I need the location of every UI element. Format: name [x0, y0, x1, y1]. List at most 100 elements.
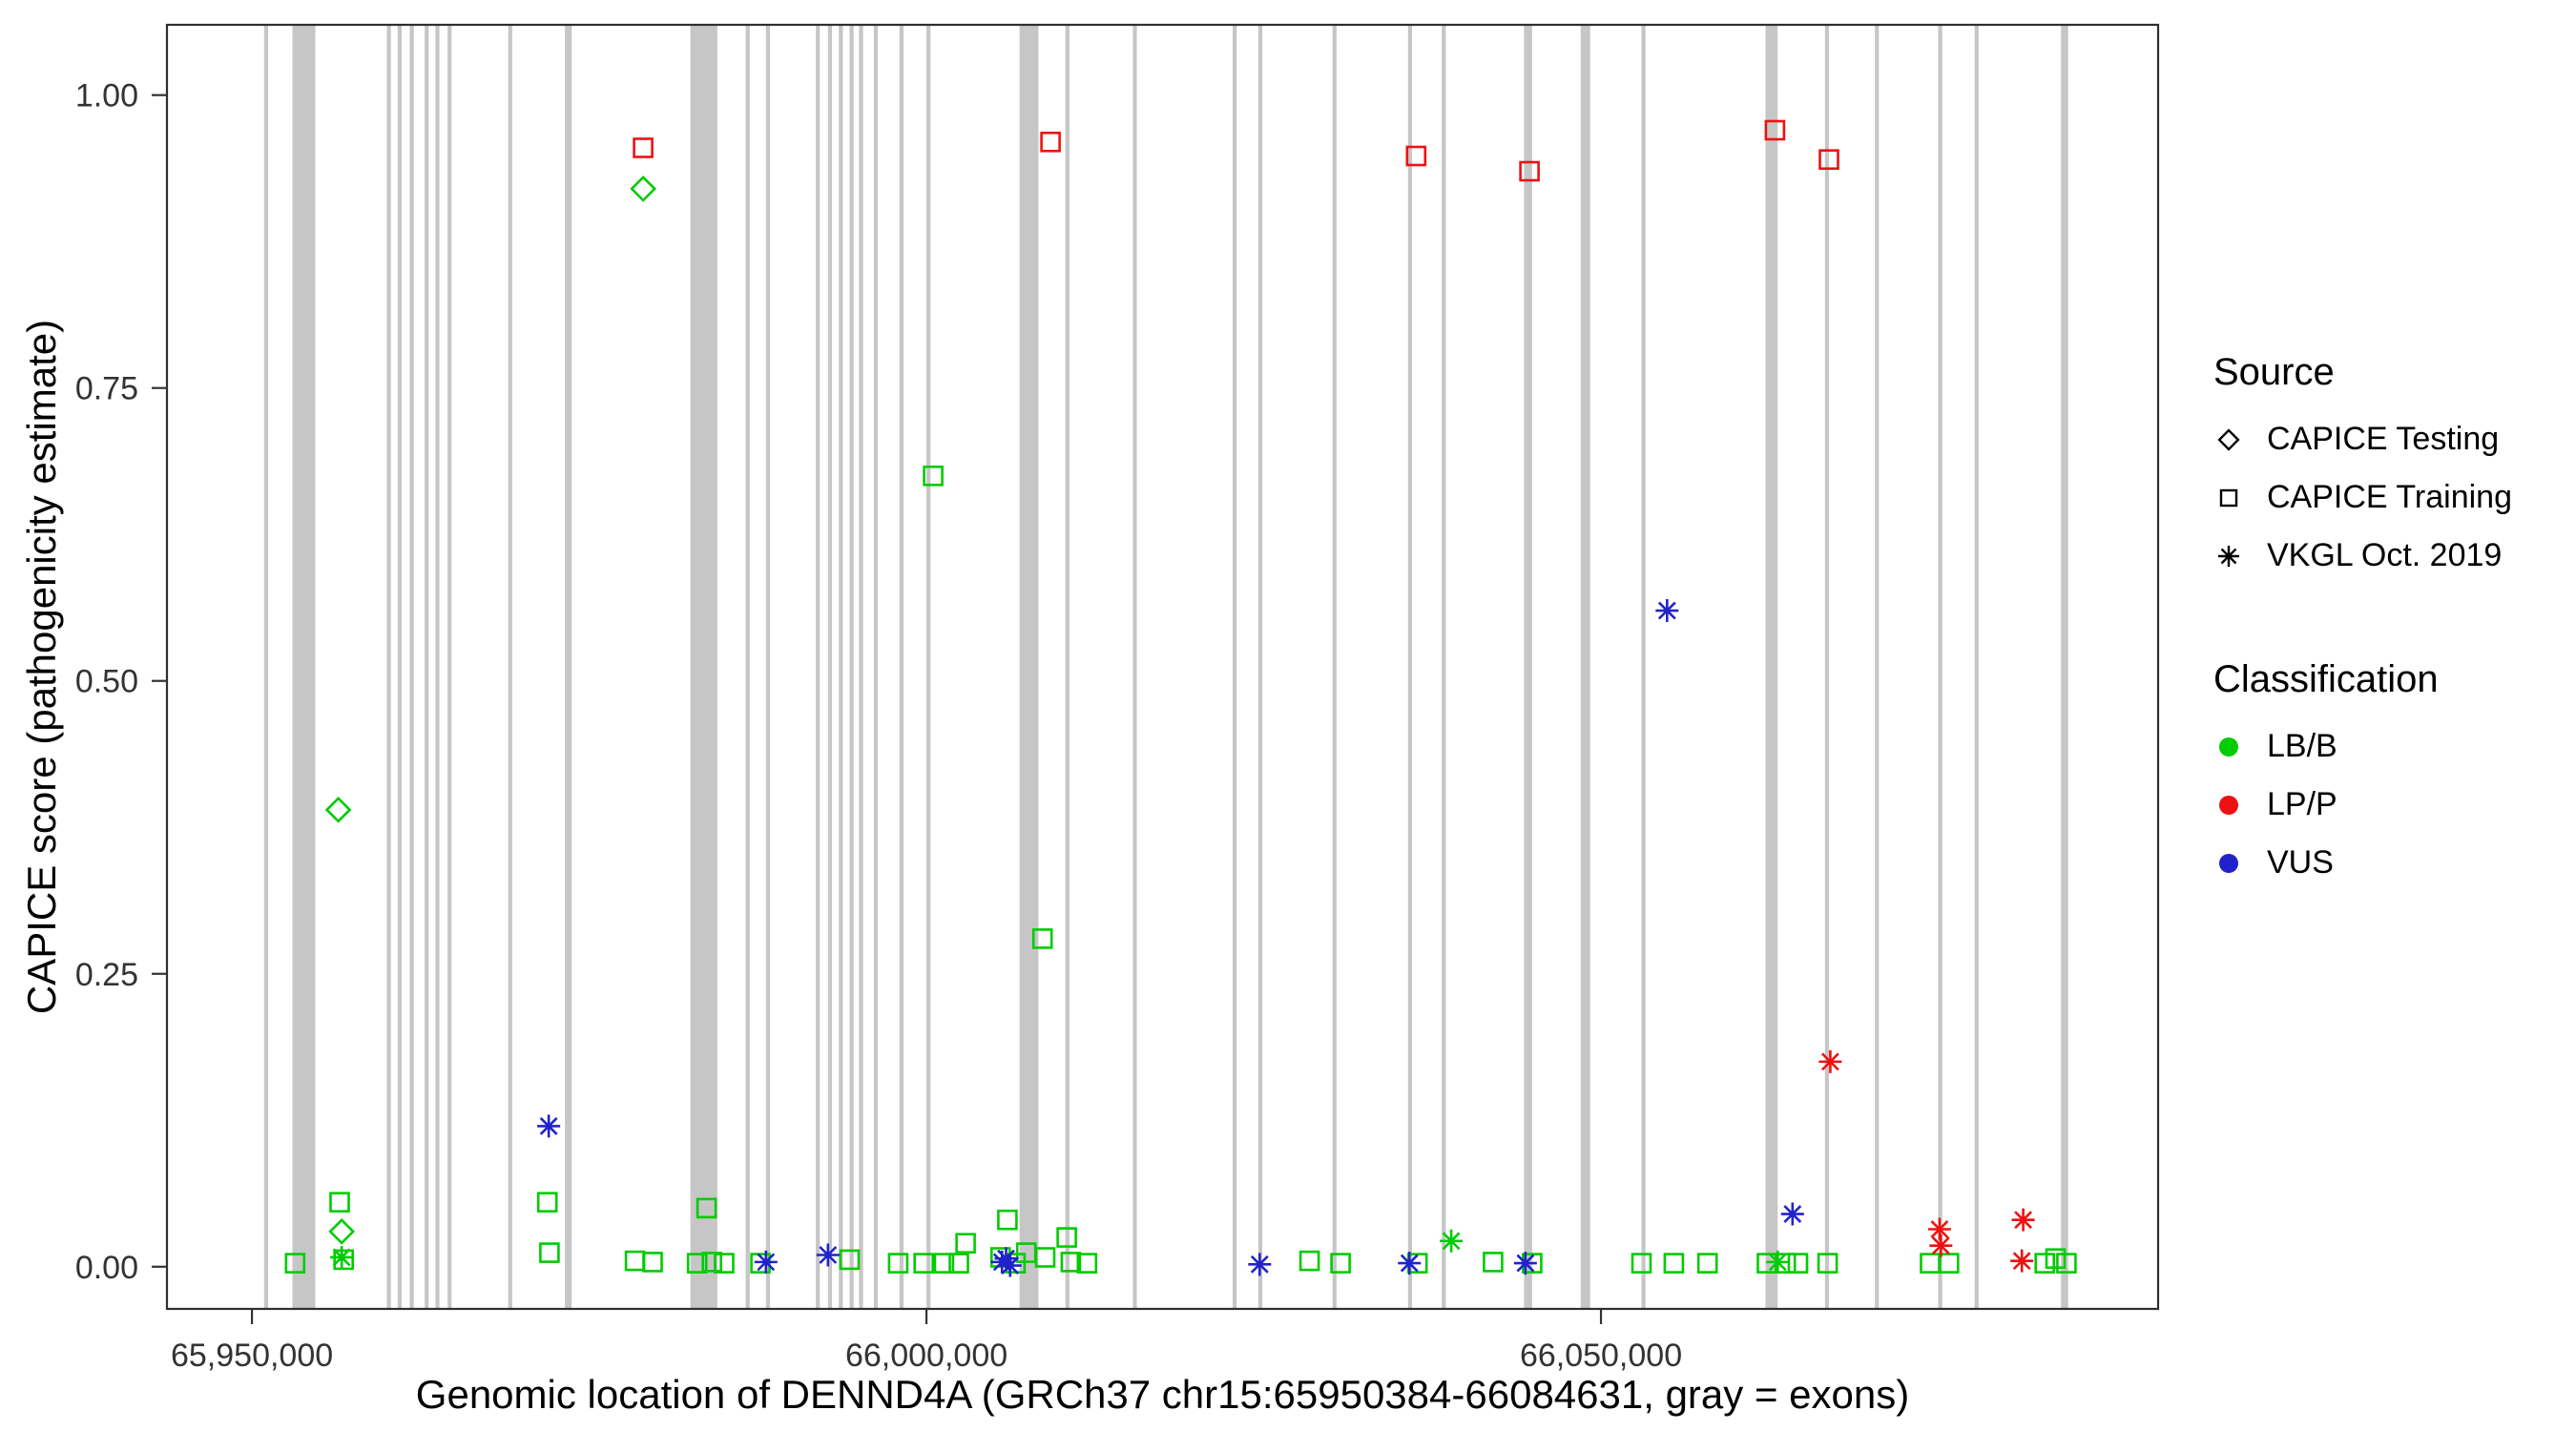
data-point	[696, 1197, 717, 1219]
data-point	[1248, 1253, 1272, 1276]
legend-item-label: CAPICE Training	[2267, 479, 2512, 515]
data-point	[1405, 145, 1427, 167]
data-point	[1817, 1253, 1839, 1274]
diamond-marker-icon	[2213, 425, 2267, 455]
data-point	[2034, 1253, 2055, 1274]
data-point	[633, 137, 654, 158]
data-point	[1060, 1252, 1082, 1273]
data-point	[1330, 1253, 1351, 1274]
data-point	[329, 1192, 350, 1213]
data-point	[1818, 149, 1839, 170]
data-point	[2010, 1249, 2034, 1273]
legend-item-label: VKGL Oct. 2019	[2267, 537, 2503, 573]
legend-source-group: Source CAPICE Testing CAPICE Training	[2213, 351, 2512, 595]
exon-bar	[386, 25, 391, 1309]
data-point	[328, 1218, 355, 1245]
exon-bar	[765, 25, 770, 1309]
exon-bar	[263, 25, 268, 1309]
data-point	[816, 1243, 840, 1267]
exon-bar	[849, 25, 854, 1309]
data-point	[642, 1252, 663, 1273]
legend-item-label: LB/B	[2267, 728, 2337, 764]
data-point	[887, 1253, 909, 1274]
x-tick-label: 66,050,000	[1520, 1338, 1682, 1374]
data-point	[284, 1253, 306, 1274]
exon-bar	[1132, 25, 1137, 1309]
data-point	[1483, 1252, 1504, 1273]
green-dot-icon	[2213, 732, 2267, 762]
exon-bar	[1019, 25, 1039, 1309]
y-tick-label: 0.75	[75, 371, 138, 407]
y-tick-label: 0.00	[75, 1250, 138, 1286]
data-point	[933, 1253, 955, 1274]
data-point	[923, 465, 944, 487]
data-point	[701, 1252, 723, 1273]
data-point	[333, 1249, 355, 1271]
data-point	[1927, 1217, 1951, 1241]
exon-bar	[1580, 25, 1590, 1309]
legend-classification-title: Classification	[2213, 658, 2439, 700]
data-point	[624, 1250, 646, 1272]
data-point	[998, 1254, 1022, 1277]
y-tick-label: 0.50	[75, 664, 138, 700]
data-point	[1513, 1252, 1537, 1275]
legend-classification-group: Classification LB/B LP/P	[2213, 658, 2512, 902]
data-point	[1920, 1253, 1941, 1274]
data-point	[1076, 1253, 1098, 1274]
data-point	[1764, 119, 1786, 141]
data-point	[1787, 1253, 1809, 1274]
data-point	[1780, 1202, 1804, 1226]
data-point	[1663, 1253, 1685, 1274]
data-point	[1034, 1247, 1056, 1268]
exon-bar	[409, 25, 414, 1309]
data-point	[1818, 1049, 1842, 1073]
data-point	[2056, 1253, 2077, 1274]
data-point	[714, 1253, 735, 1274]
exon-bar	[873, 25, 879, 1309]
exon-bar	[292, 25, 316, 1309]
exon-bar	[690, 25, 717, 1309]
data-point	[1031, 928, 1053, 949]
data-point	[1298, 1250, 1320, 1272]
exon-bar	[397, 25, 402, 1309]
exon-bar	[816, 25, 821, 1309]
data-point	[1440, 1229, 1464, 1253]
data-point	[839, 1249, 861, 1271]
data-point	[2011, 1208, 2035, 1232]
legend-item-vkgl: VKGL Oct. 2019	[2213, 537, 2512, 574]
legend-item-label: LP/P	[2267, 786, 2337, 822]
exon-bar	[839, 25, 843, 1309]
data-point	[1929, 1234, 1953, 1257]
exon-bar	[1524, 25, 1532, 1309]
legend-item-lpp: LP/P	[2213, 786, 2512, 823]
data-point	[994, 1247, 1018, 1271]
panel-border	[165, 23, 2160, 1311]
data-point	[913, 1253, 935, 1274]
legend-item-label: CAPICE Testing	[2267, 421, 2500, 457]
blue-dot-icon	[2213, 848, 2267, 879]
exon-bar	[1065, 25, 1070, 1309]
data-point	[1696, 1253, 1718, 1274]
exon-bar	[1974, 25, 1979, 1309]
exon-bar	[1938, 25, 1942, 1309]
asterisk-marker-icon	[2213, 541, 2267, 571]
legend: Source CAPICE Testing CAPICE Training	[2213, 351, 2512, 902]
exon-bar	[926, 25, 931, 1309]
exon-bar	[1875, 25, 1880, 1309]
legend-item-label: VUS	[2267, 844, 2334, 881]
y-axis-title: CAPICE score (pathogenicity estimate)	[19, 319, 64, 1015]
data-point	[537, 1114, 561, 1138]
data-point	[1056, 1227, 1077, 1248]
data-point	[1939, 1253, 1960, 1274]
data-point	[539, 1242, 560, 1263]
legend-item-lbb: LB/B	[2213, 728, 2512, 765]
exon-bar	[1257, 25, 1263, 1309]
data-point	[2045, 1248, 2067, 1269]
exon-bar	[1442, 25, 1446, 1309]
exon-bar	[1407, 25, 1412, 1309]
exon-bar	[859, 25, 863, 1309]
legend-item-capice-training: CAPICE Training	[2213, 479, 2512, 516]
exon-bar	[447, 25, 452, 1309]
y-tick-label: 1.00	[75, 78, 138, 114]
